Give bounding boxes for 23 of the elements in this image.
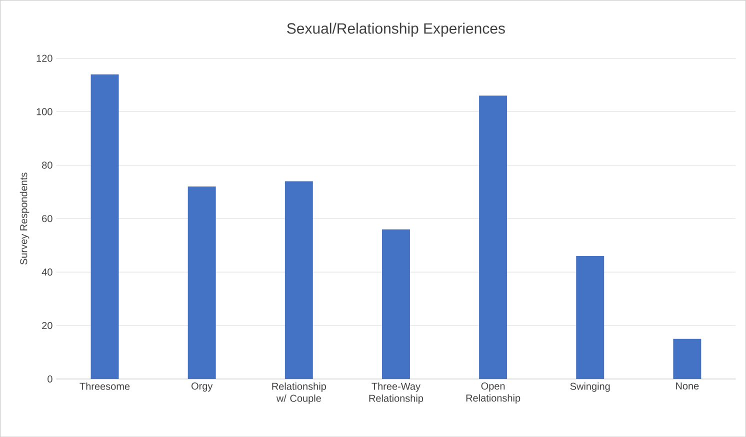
bar <box>90 74 119 379</box>
x-tick-label: Threesome <box>80 382 130 390</box>
y-tick-label: 20 <box>42 322 52 329</box>
x-tick-label: Three-Way Relationship <box>369 382 424 404</box>
bar <box>479 96 508 379</box>
x-tick-label: None <box>676 382 699 390</box>
bar <box>576 256 604 379</box>
y-tick-label: 0 <box>48 375 52 382</box>
bar <box>673 338 702 379</box>
x-tick-label: Open Relationship <box>466 382 520 404</box>
x-tick-label: Orgy <box>191 382 213 392</box>
y-tick-label: 60 <box>42 214 52 222</box>
x-tick-label: Swinging <box>570 382 610 392</box>
y-tick-label: 100 <box>36 108 52 116</box>
y-axis-title: Survey Respondents <box>20 172 30 264</box>
y-tick-label: 80 <box>42 162 52 169</box>
bar <box>188 186 216 379</box>
y-tick-label: 120 <box>36 54 52 62</box>
bar <box>284 181 313 379</box>
bar <box>382 229 410 379</box>
chart-title: Sexual/Relationship Experiences <box>287 22 505 37</box>
y-tick-label: 40 <box>42 268 52 276</box>
x-tick-label: Relationship w/ Couple <box>272 382 326 404</box>
